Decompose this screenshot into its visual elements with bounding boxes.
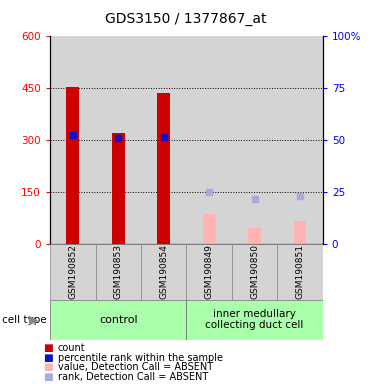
Text: GSM190852: GSM190852 xyxy=(68,244,77,299)
Bar xyxy=(96,244,141,300)
Point xyxy=(252,196,257,202)
Point xyxy=(206,189,212,195)
Text: percentile rank within the sample: percentile rank within the sample xyxy=(58,353,223,362)
Bar xyxy=(187,244,232,300)
Point xyxy=(70,132,76,138)
Bar xyxy=(66,87,79,244)
Text: GSM190854: GSM190854 xyxy=(159,244,168,299)
Text: GSM190851: GSM190851 xyxy=(296,244,305,299)
Bar xyxy=(248,228,261,244)
Text: rank, Detection Call = ABSENT: rank, Detection Call = ABSENT xyxy=(58,372,208,382)
Text: control: control xyxy=(99,314,138,325)
Bar xyxy=(96,36,141,244)
Point xyxy=(115,136,121,142)
Point xyxy=(297,194,303,200)
Text: inner medullary
collecting duct cell: inner medullary collecting duct cell xyxy=(206,309,304,331)
Text: value, Detection Call = ABSENT: value, Detection Call = ABSENT xyxy=(58,362,213,372)
Text: ▶: ▶ xyxy=(29,313,39,326)
Point xyxy=(161,134,167,141)
Text: ■: ■ xyxy=(43,372,52,382)
Text: GSM190849: GSM190849 xyxy=(205,244,214,299)
Bar xyxy=(232,36,278,244)
Text: cell type: cell type xyxy=(2,314,46,325)
Bar xyxy=(187,36,232,244)
Text: GSM190853: GSM190853 xyxy=(114,244,123,299)
Bar xyxy=(157,93,170,244)
Bar xyxy=(294,221,306,244)
Bar xyxy=(50,36,96,244)
Bar xyxy=(278,244,323,300)
Text: GSM190850: GSM190850 xyxy=(250,244,259,299)
Bar xyxy=(50,244,96,300)
Bar xyxy=(112,133,125,244)
Bar xyxy=(141,36,187,244)
Bar xyxy=(187,300,323,340)
Text: count: count xyxy=(58,343,85,353)
Text: GDS3150 / 1377867_at: GDS3150 / 1377867_at xyxy=(105,12,266,25)
Bar xyxy=(141,244,187,300)
Bar xyxy=(203,214,216,244)
Bar xyxy=(232,244,278,300)
Text: ■: ■ xyxy=(43,343,52,353)
Bar xyxy=(278,36,323,244)
Text: ■: ■ xyxy=(43,353,52,362)
Text: ■: ■ xyxy=(43,362,52,372)
Bar xyxy=(50,300,187,340)
